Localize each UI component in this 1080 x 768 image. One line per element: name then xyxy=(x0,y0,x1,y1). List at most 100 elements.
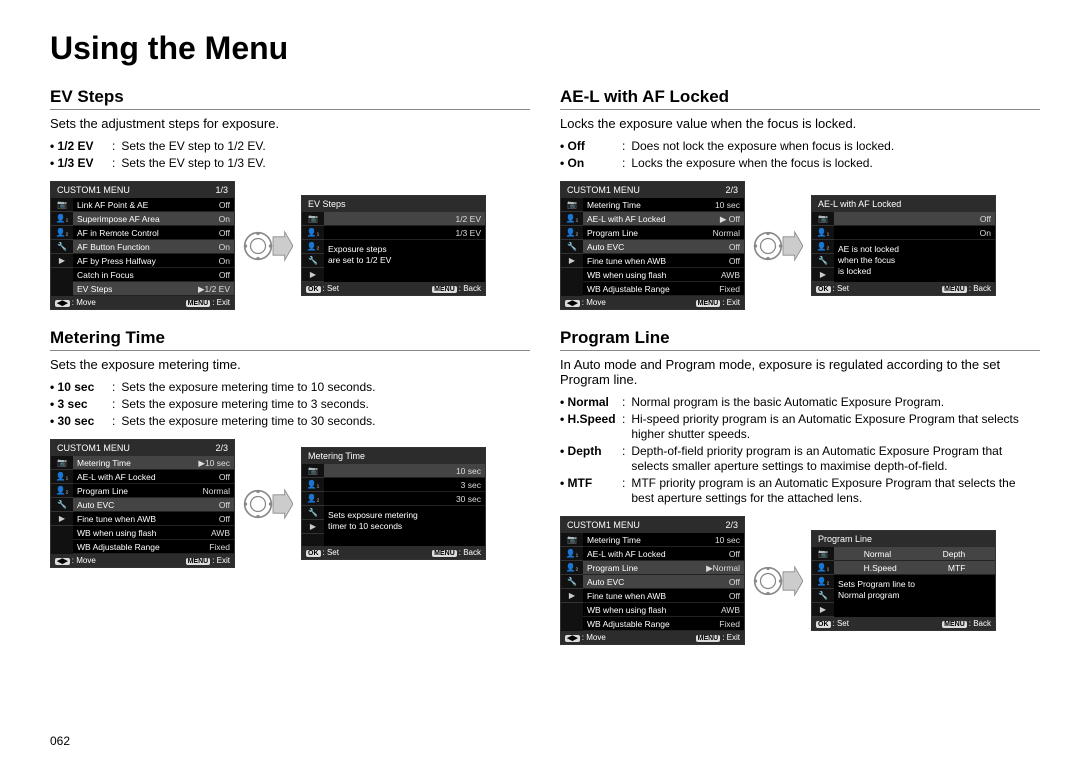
lcd-menu: CUSTOM1 MENU2/3📷👤₁👤₂🔧▶Metering Time10 se… xyxy=(560,516,745,645)
lcd-tab-icon: 👤₂ xyxy=(812,240,834,254)
lcd-note: Sets Program line toNormal program xyxy=(834,575,995,615)
lcd-note: Exposure stepsare set to 1/2 EV xyxy=(324,240,485,280)
dial-arrow-icon xyxy=(753,556,803,606)
lcd-note: AE is not lockedwhen the focusis locked xyxy=(834,240,995,281)
bullet-label: • Depth xyxy=(560,444,622,474)
bullet-row: • 3 sec:Sets the exposure metering time … xyxy=(50,397,530,412)
lcd-note: Sets exposure meteringtimer to 10 second… xyxy=(324,506,485,546)
bullet-row: • 10 sec:Sets the exposure metering time… xyxy=(50,380,530,395)
section-title: Program Line xyxy=(560,328,1040,351)
lcd-menu-row: Auto EVCOff xyxy=(583,575,744,589)
lcd-footer-left: ◀▶: Move xyxy=(55,556,96,565)
lcd-menu-row: Auto EVCOff xyxy=(583,240,744,254)
bullet-desc: Sets the exposure metering time to 3 sec… xyxy=(121,397,530,412)
lcd-menu-row: Program Line▶Normal xyxy=(583,561,744,575)
lcd-header-left: Program Line xyxy=(818,534,872,544)
lcd-tab-icon: 👤₁ xyxy=(51,470,73,484)
lcd-tab-icon: 🔧 xyxy=(51,498,73,512)
lcd-tab-icon: 🔧 xyxy=(812,254,834,268)
section-title: EV Steps xyxy=(50,87,530,110)
bullet-desc: Depth-of-field priority program is an Au… xyxy=(631,444,1040,474)
lcd-tab-icon: 👤₂ xyxy=(302,240,324,254)
lcd-tab-icon: ▶ xyxy=(812,603,834,617)
screenshot-pair: CUSTOM1 MENU2/3📷👤₁👤₂🔧▶Metering Time▶10 s… xyxy=(50,439,530,568)
screenshot-pair: CUSTOM1 MENU1/3📷👤₁👤₂🔧▶Link AF Point & AE… xyxy=(50,181,530,310)
bullet-desc: MTF priority program is an Automatic Exp… xyxy=(631,476,1040,506)
lcd-submenu: AE-L with AF Locked📷👤₁👤₂🔧▶OffOnAE is not… xyxy=(811,195,996,296)
lcd-tab-icon: ▶ xyxy=(51,254,73,268)
lcd-menu-row: 3 sec xyxy=(324,478,485,492)
lcd-tab-icon: 👤₂ xyxy=(812,575,834,589)
lcd-tab-icon: ▶ xyxy=(561,589,583,603)
lcd-tab-icon: ▶ xyxy=(302,520,324,534)
lcd-menu-row: NormalDepth xyxy=(834,547,995,561)
lcd-submenu: EV Steps📷👤₁👤₂🔧▶1/2 EV1/3 EVExposure step… xyxy=(301,195,486,296)
lcd-menu-row: WB when using flashAWB xyxy=(583,268,744,282)
lcd-footer-left: OK: Set xyxy=(306,548,339,557)
lcd-tab-icon: 📷 xyxy=(51,456,73,470)
lcd-menu-row: Link AF Point & AEOff xyxy=(73,198,234,212)
lcd-tab-icon: 📷 xyxy=(812,212,834,226)
lcd-submenu: Metering Time📷👤₁👤₂🔧▶10 sec3 sec30 secSet… xyxy=(301,447,486,560)
lcd-footer-right: MENU: Exit xyxy=(186,298,230,307)
bullet-row: • 1/2 EV:Sets the EV step to 1/2 EV. xyxy=(50,139,530,154)
lcd-header-left: AE-L with AF Locked xyxy=(818,199,901,209)
lcd-tab-icon: 📷 xyxy=(812,547,834,561)
lcd-menu-row: WB Adjustable RangeFixed xyxy=(583,282,744,296)
lcd-menu-row: Superimpose AF AreaOn xyxy=(73,212,234,226)
lcd-menu-row: EV Steps▶1/2 EV xyxy=(73,282,234,296)
bullet-label: • H.Speed xyxy=(560,412,622,442)
section-description: Locks the exposure value when the focus … xyxy=(560,116,1040,131)
bullet-label: • 1/2 EV xyxy=(50,139,112,154)
lcd-tab-icon: ▶ xyxy=(561,254,583,268)
page-number: 062 xyxy=(50,734,70,748)
lcd-footer-left: OK: Set xyxy=(816,619,849,628)
bullet-desc: Sets the exposure metering time to 10 se… xyxy=(121,380,530,395)
bullet-desc: Sets the EV step to 1/2 EV. xyxy=(121,139,530,154)
lcd-submenu: Program Line📷👤₁👤₂🔧▶NormalDepthH.SpeedMTF… xyxy=(811,530,996,631)
lcd-header-left: EV Steps xyxy=(308,199,346,209)
lcd-menu-row: Fine tune when AWBOff xyxy=(583,254,744,268)
lcd-tab-icon: ▶ xyxy=(302,268,324,282)
bullet-row: • Normal:Normal program is the basic Aut… xyxy=(560,395,1040,410)
lcd-menu-row: Metering Time▶10 sec xyxy=(73,456,234,470)
lcd-menu-row: AF Button FunctionOn xyxy=(73,240,234,254)
lcd-tab-icon: 👤₁ xyxy=(302,478,324,492)
lcd-tab-icon: 🔧 xyxy=(812,589,834,603)
section-title: Metering Time xyxy=(50,328,530,351)
lcd-tab-icon: 👤₂ xyxy=(302,492,324,506)
lcd-menu-row: WB Adjustable RangeFixed xyxy=(73,540,234,554)
lcd-menu-row: Program LineNormal xyxy=(73,484,234,498)
lcd-menu: CUSTOM1 MENU1/3📷👤₁👤₂🔧▶Link AF Point & AE… xyxy=(50,181,235,310)
section-description: Sets the adjustment steps for exposure. xyxy=(50,116,530,131)
lcd-tab-icon: 👤₁ xyxy=(561,212,583,226)
lcd-tab-icon: 👤₁ xyxy=(51,212,73,226)
lcd-footer-right: MENU: Back xyxy=(432,284,481,293)
lcd-menu-row: 1/2 EV xyxy=(324,212,485,226)
ael-section: AE-L with AF Locked Locks the exposure va… xyxy=(560,87,1040,310)
lcd-menu-row: 10 sec xyxy=(324,464,485,478)
lcd-footer-right: MENU: Exit xyxy=(696,633,740,642)
lcd-tab-icon: 🔧 xyxy=(51,240,73,254)
lcd-menu-row: 1/3 EV xyxy=(324,226,485,240)
bullet-label: • 30 sec xyxy=(50,414,112,429)
lcd-menu-row: AE-L with AF LockedOff xyxy=(73,470,234,484)
lcd-menu-row: H.SpeedMTF xyxy=(834,561,995,575)
lcd-tab-icon: 👤₁ xyxy=(561,547,583,561)
bullet-row: • Depth:Depth-of-field priority program … xyxy=(560,444,1040,474)
lcd-menu-row: Fine tune when AWBOff xyxy=(583,589,744,603)
lcd-menu-row: WB when using flashAWB xyxy=(73,526,234,540)
bullet-list: • 1/2 EV:Sets the EV step to 1/2 EV.• 1/… xyxy=(50,139,530,171)
lcd-menu-row: WB Adjustable RangeFixed xyxy=(583,617,744,631)
bullet-label: • On xyxy=(560,156,622,171)
lcd-menu-row: Metering Time10 sec xyxy=(583,533,744,547)
lcd-header-left: CUSTOM1 MENU xyxy=(57,185,130,195)
lcd-tab-icon: 🔧 xyxy=(561,240,583,254)
bullet-desc: Sets the exposure metering time to 30 se… xyxy=(121,414,530,429)
lcd-tab-icon: 🔧 xyxy=(561,575,583,589)
lcd-header-right: 1/3 xyxy=(215,185,228,195)
lcd-menu-row: Fine tune when AWBOff xyxy=(73,512,234,526)
bullet-desc: Sets the EV step to 1/3 EV. xyxy=(121,156,530,171)
lcd-tab-icon: 📷 xyxy=(51,198,73,212)
bullet-row: • 1/3 EV:Sets the EV step to 1/3 EV. xyxy=(50,156,530,171)
